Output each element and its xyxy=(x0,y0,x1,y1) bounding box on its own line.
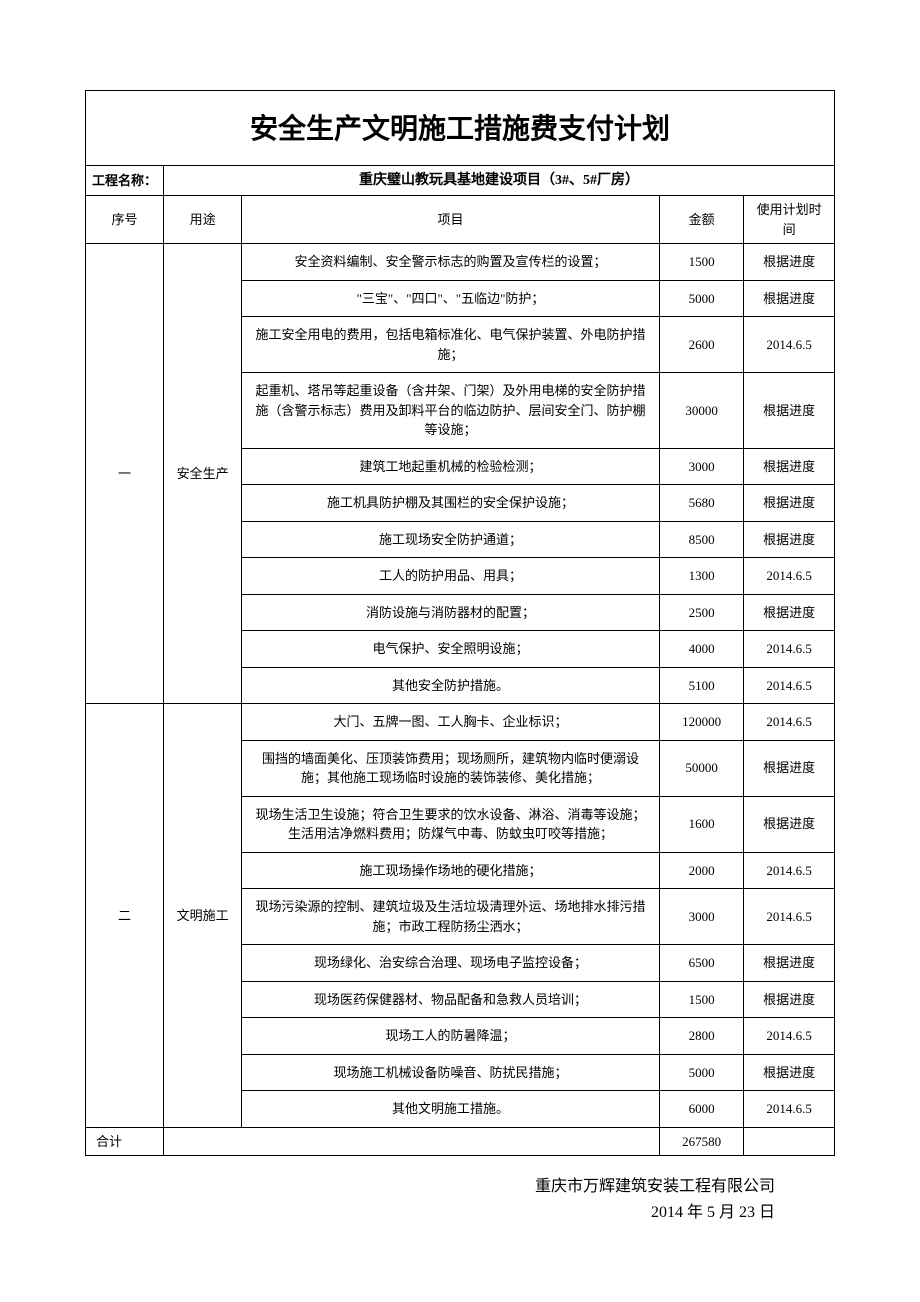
item-schedule: 根据进度 xyxy=(744,448,835,485)
item-description: 围挡的墙面美化、压顶装饰费用；现场厕所，建筑物内临时便溺设施；其他施工现场临时设… xyxy=(242,740,660,796)
item-description: 安全资料编制、安全警示标志的购置及宣传栏的设置； xyxy=(242,244,660,281)
item-schedule: 根据进度 xyxy=(744,981,835,1018)
item-amount: 1600 xyxy=(659,796,743,852)
project-label: 工程名称： xyxy=(86,166,164,196)
item-amount: 5000 xyxy=(659,280,743,317)
item-amount: 2800 xyxy=(659,1018,743,1055)
total-schedule xyxy=(744,1127,835,1156)
item-amount: 6500 xyxy=(659,945,743,982)
item-description: 现场工人的防暑降温； xyxy=(242,1018,660,1055)
item-schedule: 根据进度 xyxy=(744,521,835,558)
item-amount: 30000 xyxy=(659,373,743,449)
item-amount: 1300 xyxy=(659,558,743,595)
header-item: 项目 xyxy=(242,196,660,244)
item-description: 施工现场操作场地的硬化措施； xyxy=(242,852,660,889)
item-description: 建筑工地起重机械的检验检测； xyxy=(242,448,660,485)
footer-date: 2014 年 5 月 23 日 xyxy=(85,1200,775,1226)
item-description: 施工安全用电的费用，包括电箱标准化、电气保护装置、外电防护措施； xyxy=(242,317,660,373)
item-amount: 6000 xyxy=(659,1091,743,1128)
item-schedule: 根据进度 xyxy=(744,1054,835,1091)
item-amount: 120000 xyxy=(659,704,743,741)
total-label: 合计 xyxy=(86,1127,164,1156)
item-schedule: 2014.6.5 xyxy=(744,704,835,741)
item-schedule: 2014.6.5 xyxy=(744,889,835,945)
item-description: 现场污染源的控制、建筑垃圾及生活垃圾清理外运、场地排水排污措施；市政工程防扬尘洒… xyxy=(242,889,660,945)
item-description: 工人的防护用品、用具； xyxy=(242,558,660,595)
item-amount: 3000 xyxy=(659,448,743,485)
item-schedule: 2014.6.5 xyxy=(744,667,835,704)
item-schedule: 根据进度 xyxy=(744,945,835,982)
item-amount: 1500 xyxy=(659,244,743,281)
item-amount: 5680 xyxy=(659,485,743,522)
item-amount: 2500 xyxy=(659,594,743,631)
title-row: 安全生产文明施工措施费支付计划 xyxy=(86,91,835,166)
item-description: 起重机、塔吊等起重设备（含井架、门架）及外用电梯的安全防护措施（含警示标志）费用… xyxy=(242,373,660,449)
item-description: 现场生活卫生设施；符合卫生要求的饮水设备、淋浴、消毒等设施；生活用洁净燃料费用；… xyxy=(242,796,660,852)
group-purpose: 文明施工 xyxy=(164,704,242,1128)
item-schedule: 根据进度 xyxy=(744,280,835,317)
group-purpose: 安全生产 xyxy=(164,244,242,704)
main-table: 安全生产文明施工措施费支付计划 工程名称： 重庆璧山教玩具基地建设项目（3#、5… xyxy=(85,90,835,1156)
item-description: 现场施工机械设备防噪音、防扰民措施； xyxy=(242,1054,660,1091)
table-row: 一安全生产安全资料编制、安全警示标志的购置及宣传栏的设置；1500根据进度 xyxy=(86,244,835,281)
total-amount: 267580 xyxy=(659,1127,743,1156)
item-amount: 1500 xyxy=(659,981,743,1018)
total-blank xyxy=(164,1127,660,1156)
item-amount: 4000 xyxy=(659,631,743,668)
item-schedule: 2014.6.5 xyxy=(744,1018,835,1055)
item-amount: 2000 xyxy=(659,852,743,889)
header-purpose: 用途 xyxy=(164,196,242,244)
item-schedule: 2014.6.5 xyxy=(744,852,835,889)
item-schedule: 2014.6.5 xyxy=(744,317,835,373)
item-description: 现场医药保健器材、物品配备和急救人员培训； xyxy=(242,981,660,1018)
item-schedule: 根据进度 xyxy=(744,244,835,281)
footer-company: 重庆市万辉建筑安装工程有限公司 xyxy=(85,1174,775,1200)
item-schedule: 根据进度 xyxy=(744,740,835,796)
item-description: 施工机具防护棚及其围栏的安全保护设施； xyxy=(242,485,660,522)
project-name: 重庆璧山教玩具基地建设项目（3#、5#厂房） xyxy=(164,166,835,196)
group-seq: 二 xyxy=(86,704,164,1128)
table-row: 二文明施工大门、五牌一图、工人胸卡、企业标识；1200002014.6.5 xyxy=(86,704,835,741)
header-schedule: 使用计划时间 xyxy=(744,196,835,244)
item-amount: 5100 xyxy=(659,667,743,704)
item-description: 大门、五牌一图、工人胸卡、企业标识； xyxy=(242,704,660,741)
item-schedule: 2014.6.5 xyxy=(744,1091,835,1128)
item-description: 其他安全防护措施。 xyxy=(242,667,660,704)
item-schedule: 根据进度 xyxy=(744,373,835,449)
project-row: 工程名称： 重庆璧山教玩具基地建设项目（3#、5#厂房） xyxy=(86,166,835,196)
header-amount: 金额 xyxy=(659,196,743,244)
group-seq: 一 xyxy=(86,244,164,704)
header-row: 序号 用途 项目 金额 使用计划时间 xyxy=(86,196,835,244)
header-seq: 序号 xyxy=(86,196,164,244)
item-amount: 2600 xyxy=(659,317,743,373)
item-amount: 5000 xyxy=(659,1054,743,1091)
item-amount: 8500 xyxy=(659,521,743,558)
item-description: 消防设施与消防器材的配置； xyxy=(242,594,660,631)
item-schedule: 根据进度 xyxy=(744,485,835,522)
item-schedule: 2014.6.5 xyxy=(744,631,835,668)
item-description: 其他文明施工措施。 xyxy=(242,1091,660,1128)
item-schedule: 2014.6.5 xyxy=(744,558,835,595)
item-description: 现场绿化、治安综合治理、现场电子监控设备； xyxy=(242,945,660,982)
item-description: "三宝"、"四口"、"五临边"防护； xyxy=(242,280,660,317)
total-row: 合计 267580 xyxy=(86,1127,835,1156)
item-description: 电气保护、安全照明设施； xyxy=(242,631,660,668)
item-amount: 50000 xyxy=(659,740,743,796)
document-title: 安全生产文明施工措施费支付计划 xyxy=(86,91,835,166)
item-schedule: 根据进度 xyxy=(744,594,835,631)
item-description: 施工现场安全防护通道； xyxy=(242,521,660,558)
item-schedule: 根据进度 xyxy=(744,796,835,852)
footer: 重庆市万辉建筑安装工程有限公司 2014 年 5 月 23 日 xyxy=(85,1174,835,1225)
document-page: 安全生产文明施工措施费支付计划 工程名称： 重庆璧山教玩具基地建设项目（3#、5… xyxy=(0,0,920,1285)
item-amount: 3000 xyxy=(659,889,743,945)
